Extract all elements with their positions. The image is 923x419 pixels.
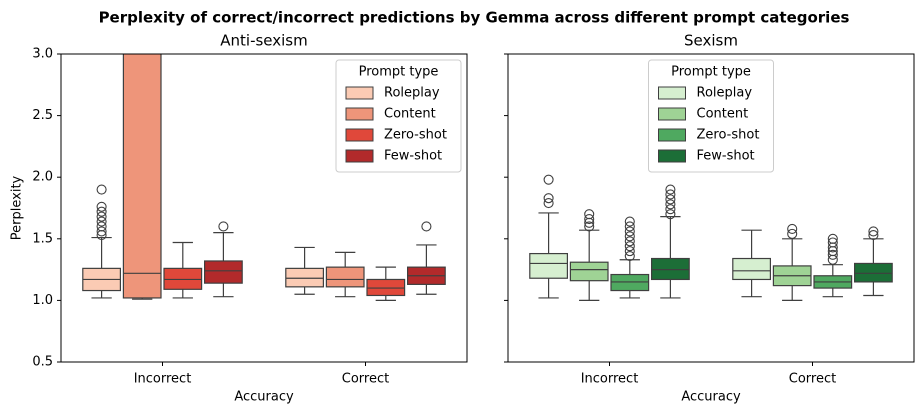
box xyxy=(853,262,893,283)
outlier xyxy=(827,237,838,248)
outlier xyxy=(96,226,107,237)
legend-label: Few-shot xyxy=(697,149,755,164)
outlier xyxy=(827,233,838,244)
outlier xyxy=(584,214,595,225)
legend-swatch xyxy=(345,86,374,100)
box xyxy=(569,261,609,282)
legend-title: Prompt type xyxy=(359,65,439,80)
legend-swatch xyxy=(345,149,374,163)
legend-swatch xyxy=(345,107,374,121)
y-tick-label: 2.5 xyxy=(32,108,53,123)
outlier xyxy=(665,199,676,210)
outlier xyxy=(96,221,107,232)
outlier xyxy=(421,221,432,232)
outlier xyxy=(827,249,838,260)
outlier xyxy=(624,246,635,257)
outlier xyxy=(624,241,635,252)
outlier xyxy=(787,228,798,239)
marks xyxy=(82,54,446,301)
outlier xyxy=(624,216,635,227)
legend-title: Prompt type xyxy=(671,65,751,80)
outlier xyxy=(543,198,554,209)
figure-title: Perplexity of correct/incorrect predicti… xyxy=(99,9,850,27)
panel: Sexism Accuracy Incorrect Correct Prompt typ… xyxy=(504,32,915,405)
y-tick-label: 1.5 xyxy=(32,231,53,246)
y-axis-label: Perplexity xyxy=(10,175,25,240)
box xyxy=(610,273,650,292)
outlier xyxy=(665,184,676,195)
legend-swatch xyxy=(345,128,374,142)
y-tick-label: 0.5 xyxy=(32,355,53,370)
box xyxy=(285,267,324,288)
outlier xyxy=(624,221,635,232)
x-axis-label: Accuracy xyxy=(234,390,294,405)
legend-swatch xyxy=(658,149,686,163)
box xyxy=(204,260,243,284)
outlier xyxy=(624,231,635,242)
box xyxy=(732,257,771,281)
axes-frame xyxy=(507,53,915,363)
legend-label: Roleplay xyxy=(697,86,753,101)
box xyxy=(650,257,690,281)
box xyxy=(122,54,162,299)
outlier xyxy=(665,194,676,205)
legend-label: Zero-shot xyxy=(697,128,760,143)
box xyxy=(163,267,203,290)
axes-frame xyxy=(60,53,468,363)
legend-label: Few-shot xyxy=(384,149,442,164)
legend-label: Zero-shot xyxy=(384,128,447,143)
x-axis-label: Accuracy xyxy=(681,390,741,405)
y-tick-label: 3.0 xyxy=(32,47,53,62)
outlier xyxy=(868,226,879,237)
legend-label: Content xyxy=(697,107,749,122)
outlier xyxy=(96,216,107,227)
outlier xyxy=(868,230,879,241)
outlier xyxy=(584,221,595,232)
outlier xyxy=(218,221,229,232)
box xyxy=(529,252,568,279)
x-tick-label: Incorrect xyxy=(134,372,192,387)
legend-label: Roleplay xyxy=(384,86,440,101)
panel: Anti-sexism 0.5 1.0 1.5 2.0 2.5 3.0 Perplexity A… xyxy=(10,32,468,405)
box xyxy=(325,266,365,288)
legend-label: Content xyxy=(384,107,436,122)
x-tick-label: Correct xyxy=(789,372,836,387)
outlier xyxy=(665,204,676,215)
panel-title: Anti-sexism xyxy=(220,32,307,50)
outlier xyxy=(96,211,107,222)
outlier xyxy=(584,209,595,220)
outlier xyxy=(665,189,676,200)
outlier xyxy=(624,250,635,262)
outlier xyxy=(787,223,798,234)
marks xyxy=(529,174,893,301)
outlier xyxy=(665,209,676,220)
box xyxy=(366,278,406,297)
outlier xyxy=(543,174,554,185)
legend-swatch xyxy=(658,107,686,121)
legend-swatch xyxy=(658,128,686,142)
outlier xyxy=(96,206,107,217)
outlier xyxy=(624,226,635,237)
outlier xyxy=(96,201,107,212)
x-tick-label: Incorrect xyxy=(581,372,639,387)
y-tick-label: 1.0 xyxy=(32,293,53,308)
outlier xyxy=(624,236,635,247)
y-tick-label: 2.0 xyxy=(32,170,53,185)
outlier xyxy=(96,184,107,195)
legend-swatch xyxy=(658,86,686,100)
x-tick-label: Correct xyxy=(342,372,389,387)
panel-title: Sexism xyxy=(684,32,738,50)
outlier xyxy=(543,193,554,204)
